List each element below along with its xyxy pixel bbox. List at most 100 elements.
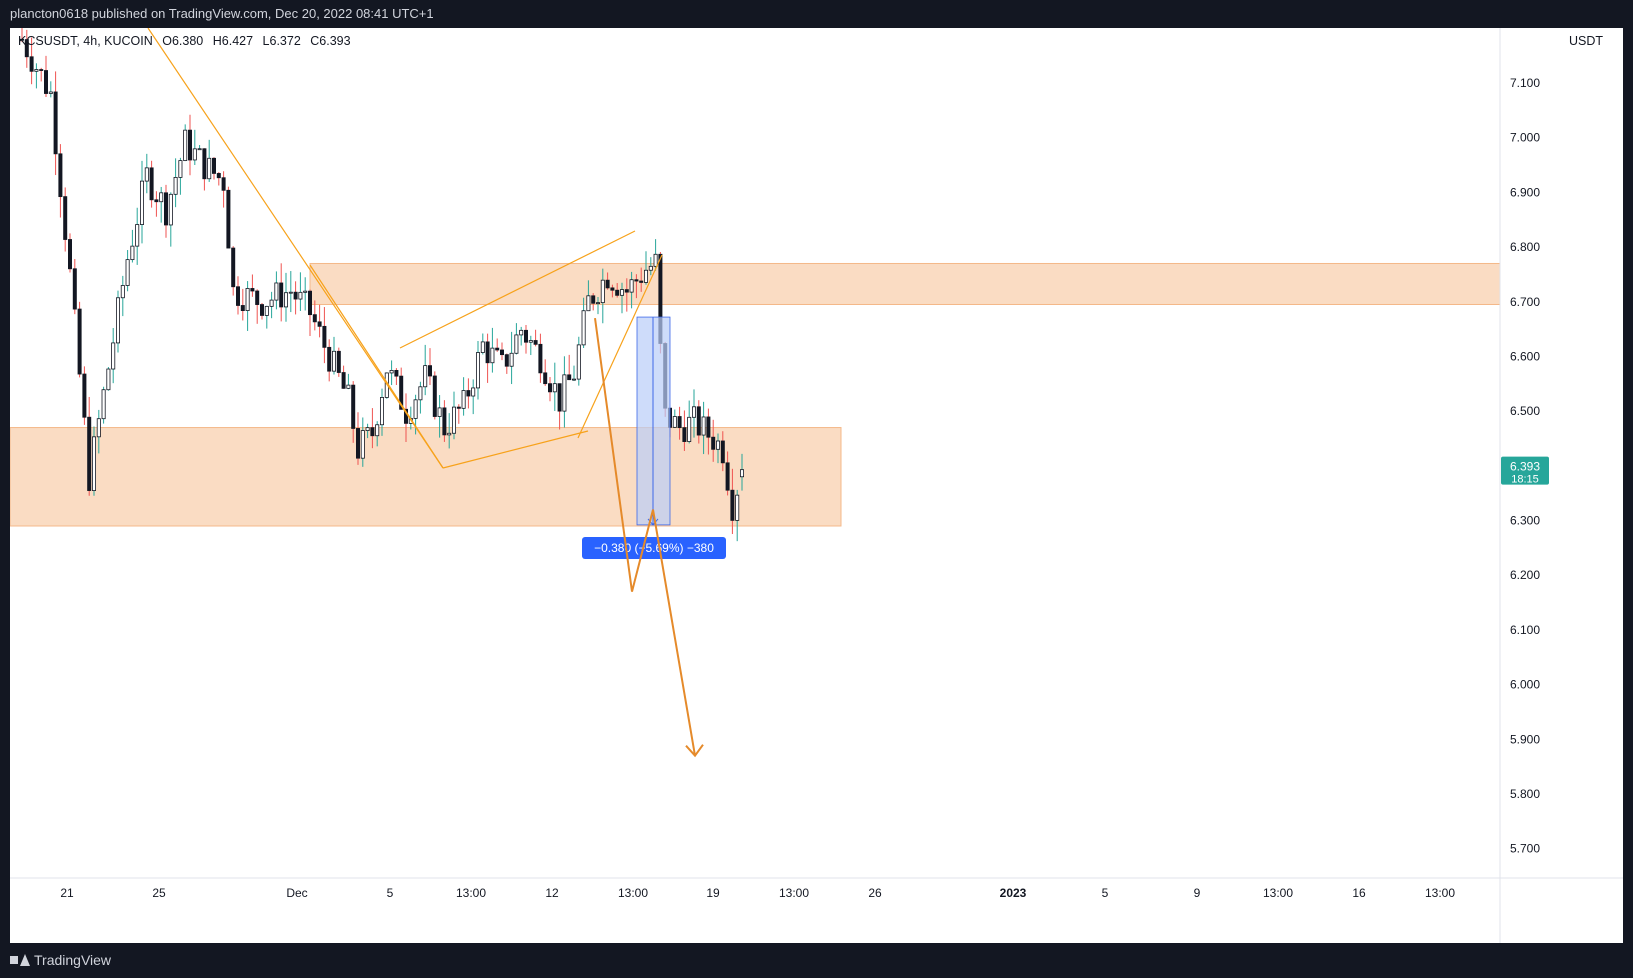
- candle-body: [538, 343, 543, 374]
- candle-body: [19, 38, 24, 41]
- trend-line[interactable]: [147, 28, 444, 469]
- candle-body: [82, 373, 87, 418]
- time-tick-label: 16: [1352, 886, 1366, 900]
- candle-body: [168, 193, 173, 226]
- price-tick-label: 6.100: [1510, 623, 1540, 637]
- price-tick-label: 6.800: [1510, 240, 1540, 254]
- candle-body: [53, 91, 58, 155]
- publication-header: plancton0618 published on TradingView.co…: [10, 6, 434, 21]
- candle-body: [648, 265, 653, 271]
- candle-body: [216, 173, 221, 179]
- candle-body: [34, 69, 39, 72]
- candle-body: [125, 259, 130, 286]
- time-tick-label: 26: [868, 886, 882, 900]
- candle-body: [379, 397, 384, 426]
- candle-body: [490, 347, 495, 364]
- candle-body: [514, 334, 519, 354]
- candle-body: [528, 340, 533, 343]
- chart-panel[interactable]: −0.380 (−5.69%) −380 7.100 7.000 6.900 6.80…: [10, 28, 1623, 943]
- candle-body: [341, 372, 346, 389]
- support-zone[interactable]: [10, 427, 842, 527]
- candle-body: [706, 416, 711, 438]
- tradingview-logo[interactable]: TradingView: [10, 951, 111, 969]
- candle-body: [58, 153, 63, 198]
- candle-body: [29, 56, 34, 72]
- candle-body: [355, 428, 360, 459]
- candle-body: [557, 383, 562, 412]
- candle-body: [63, 196, 68, 240]
- candle-body: [447, 432, 452, 436]
- candle-body: [524, 329, 529, 343]
- price-chart[interactable]: −0.380 (−5.69%) −380 7.100 7.000 6.900 6.80…: [10, 28, 1623, 943]
- trend-line[interactable]: [309, 264, 444, 469]
- price-tick-label: 5.900: [1510, 732, 1540, 746]
- candle-body: [72, 268, 77, 310]
- candle-body: [672, 416, 677, 428]
- candle-body: [231, 247, 236, 288]
- time-tick-label: 12: [545, 886, 559, 900]
- time-tick-label: 25: [152, 886, 166, 900]
- candle-body: [226, 189, 231, 249]
- candle-body: [644, 269, 649, 283]
- candle-body: [116, 297, 121, 344]
- arrow-head-icon: [685, 744, 704, 758]
- candle-body: [106, 368, 111, 391]
- candle-body: [519, 329, 524, 336]
- last-price-label: 6.393: [1510, 460, 1540, 474]
- candle-body: [696, 406, 701, 436]
- candle-body: [600, 279, 605, 304]
- candle-body: [581, 310, 586, 346]
- candle-body: [269, 299, 274, 307]
- price-tick-label: 6.600: [1510, 349, 1540, 363]
- candle-body: [432, 375, 437, 417]
- candle-body: [399, 375, 404, 410]
- candle-body: [154, 199, 159, 203]
- candle-body: [235, 286, 240, 306]
- candle-body: [39, 69, 44, 71]
- candle-body: [336, 350, 341, 373]
- candle-body: [293, 291, 298, 300]
- countdown-label: 18:15: [1511, 474, 1539, 486]
- candle-body: [403, 408, 408, 424]
- candle-body: [187, 129, 192, 161]
- candle-body: [509, 352, 514, 367]
- price-tick-label: 6.000: [1510, 678, 1540, 692]
- candle-body: [365, 427, 370, 431]
- candle-body: [370, 427, 375, 437]
- currency-unit: USDT: [1568, 34, 1603, 48]
- candle-body: [312, 314, 317, 323]
- trend-line[interactable]: [577, 254, 663, 439]
- candle-body: [639, 280, 644, 283]
- candle-body: [682, 427, 687, 442]
- trend-line[interactable]: [399, 230, 636, 349]
- candle-body: [202, 148, 207, 180]
- close-value: C6.393: [310, 34, 351, 48]
- resistance-zone[interactable]: [309, 262, 1501, 305]
- candle-body: [221, 177, 226, 191]
- candle-body: [427, 365, 432, 377]
- time-tick-label: 13:00: [1263, 886, 1293, 900]
- time-tick-label: 13:00: [456, 886, 486, 900]
- candle-body: [197, 148, 202, 151]
- candle-body: [48, 91, 53, 94]
- candle-body: [615, 289, 620, 296]
- last-price-badge: [1501, 456, 1549, 485]
- candle-body: [96, 418, 101, 438]
- candle-body: [552, 383, 557, 393]
- candle-body: [375, 424, 380, 437]
- time-tick-label: 21: [60, 886, 74, 900]
- candle-body: [135, 224, 140, 247]
- low-value: L6.372: [262, 34, 301, 48]
- measure-label-box[interactable]: [582, 537, 726, 559]
- candle-body: [307, 290, 312, 316]
- candle-body: [740, 469, 745, 478]
- candle-body: [692, 406, 697, 418]
- candle-body: [255, 290, 260, 305]
- candle-body: [240, 305, 245, 311]
- candle-body: [173, 177, 178, 195]
- open-value: O6.380: [162, 34, 204, 48]
- candle-body: [451, 406, 456, 434]
- candle-body: [499, 349, 504, 356]
- projection-path[interactable]: [594, 318, 696, 756]
- trend-line[interactable]: [442, 430, 589, 469]
